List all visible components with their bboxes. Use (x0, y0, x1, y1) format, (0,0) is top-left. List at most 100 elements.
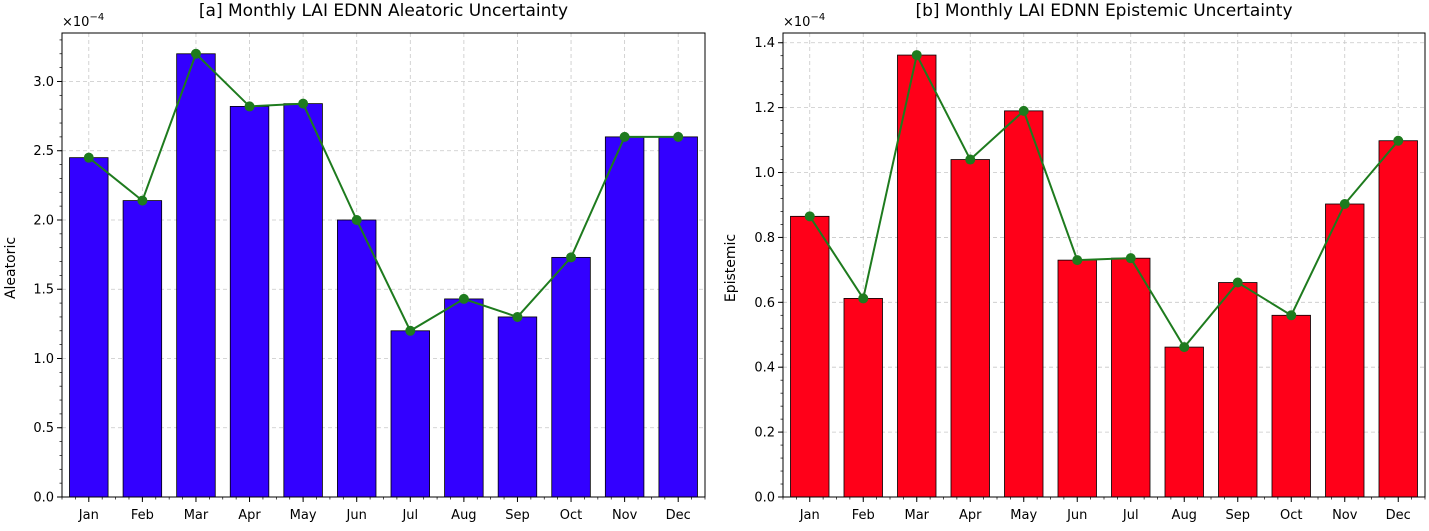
x-tick-label-sep: Sep (1225, 508, 1250, 523)
bar-may (283, 103, 323, 498)
trend-point-jan (83, 152, 94, 163)
y-tick-label: 0.4 (754, 361, 775, 376)
y-tick-label: 0.8 (754, 231, 775, 246)
bar-aug (444, 298, 484, 498)
y-tick-label: 1.5 (33, 283, 54, 298)
bar-apr (229, 106, 270, 498)
x-tick-label-jul: Jul (1122, 508, 1139, 523)
bar-dec (1378, 140, 1418, 498)
x-tick-label-may: May (1010, 508, 1037, 523)
x-tick-label-mar: Mar (184, 508, 209, 523)
x-tick-label-nov: Nov (612, 508, 638, 523)
y-tick-label: 0.0 (754, 491, 775, 506)
bar-jul (390, 330, 430, 498)
bar-sep (1218, 282, 1258, 498)
bar-jul (1111, 257, 1151, 498)
trend-point-mar (190, 48, 201, 59)
x-tick-label-dec: Dec (666, 508, 691, 523)
bars-epistemic (790, 54, 1418, 498)
bar-aug (1164, 346, 1204, 498)
bar-mar (176, 53, 216, 498)
panel-aleatoric: [a] Monthly LAI EDNN Aleatoric Uncertain… (3, 1, 706, 523)
bar-jun (1057, 259, 1097, 498)
trend-point-sep (512, 311, 523, 322)
y-axis-label-aleatoric: Aleatoric (3, 237, 19, 299)
y-tick-label: 2.0 (33, 213, 54, 228)
trend-point-apr (965, 154, 976, 165)
y-tick-label: 0.5 (33, 421, 54, 436)
x-tick-label-feb: Feb (131, 508, 154, 523)
trend-point-mar (911, 50, 922, 61)
x-tick-label-jul: Jul (401, 508, 418, 523)
scale-factor-epistemic: ×10−4 (783, 12, 825, 30)
x-tick-label-jun: Jun (346, 508, 367, 523)
chart-title-aleatoric: [a] Monthly LAI EDNN Aleatoric Uncertain… (199, 1, 568, 21)
x-tick-label-oct: Oct (560, 508, 582, 523)
x-tick-label-sep: Sep (505, 508, 530, 523)
trend-point-sep (1232, 277, 1243, 288)
y-tick-label: 1.4 (754, 36, 775, 51)
y-tick-label: 0.0 (33, 491, 54, 506)
bar-feb (843, 298, 883, 498)
trend-point-feb (858, 293, 869, 304)
trend-point-may (1018, 105, 1029, 116)
trend-point-dec (1393, 135, 1404, 146)
x-tick-label-dec: Dec (1386, 508, 1411, 523)
bar-nov (604, 136, 645, 498)
trend-point-may (298, 98, 309, 109)
trend-line-aleatoric (88, 51, 679, 333)
bar-apr (950, 159, 990, 498)
bar-jan (790, 215, 830, 498)
trend-point-aug (458, 293, 469, 304)
bar-feb (122, 200, 163, 498)
bar-jan (69, 157, 109, 498)
x-tick-label-apr: Apr (238, 508, 261, 523)
bar-dec (658, 136, 698, 498)
x-tick-label-mar: Mar (904, 508, 929, 523)
y-tick-label: 1.0 (33, 352, 54, 367)
trend-point-jul (405, 325, 416, 336)
bar-mar (897, 54, 937, 498)
bar-oct (1271, 314, 1311, 498)
trend-point-jul (1125, 253, 1136, 264)
y-tick-label: 2.5 (33, 144, 54, 159)
x-tick-label-jun: Jun (1066, 508, 1087, 523)
trend-point-jun (1072, 255, 1083, 266)
x-tick-label-jan: Jan (799, 508, 820, 523)
trend-point-apr (244, 101, 255, 112)
x-tick-label-aug: Aug (1172, 508, 1197, 523)
bar-oct (551, 256, 591, 498)
trend-point-oct (1286, 310, 1297, 321)
y-tick-label: 0.6 (754, 296, 775, 311)
y-tick-label: 3.0 (33, 75, 54, 90)
trend-point-aug (1179, 342, 1190, 353)
scale-factor-aleatoric: ×10−4 (62, 12, 104, 30)
bars-aleatoric (69, 53, 698, 498)
y-tick-label: 1.2 (754, 101, 775, 116)
bar-sep (497, 316, 538, 498)
y-axis-label-epistemic: Epistemic (723, 234, 739, 302)
x-tick-label-feb: Feb (852, 508, 875, 523)
trend-line-epistemic (808, 52, 1400, 349)
x-tick-label-oct: Oct (1280, 508, 1302, 523)
trend-point-dec (673, 131, 684, 142)
bar-nov (1325, 203, 1365, 498)
bar-may (1004, 110, 1044, 498)
x-tick-label-apr: Apr (959, 508, 982, 523)
trend-point-oct (566, 252, 577, 263)
x-tick-label-nov: Nov (1332, 508, 1358, 523)
chart-title-epistemic: [b] Monthly LAI EDNN Epistemic Uncertain… (915, 1, 1292, 21)
x-tick-label-jan: Jan (78, 508, 99, 523)
x-tick-label-may: May (290, 508, 317, 523)
y-tick-label: 0.2 (754, 426, 775, 441)
y-tick-label: 1.0 (754, 166, 775, 181)
trend-point-nov (619, 131, 630, 142)
trend-point-jun (351, 214, 362, 225)
x-tick-label-aug: Aug (451, 508, 476, 523)
bar-jun (337, 219, 377, 498)
trend-point-feb (137, 195, 148, 206)
panel-epistemic: [b] Monthly LAI EDNN Epistemic Uncertain… (723, 1, 1426, 523)
trend-point-jan (804, 211, 815, 222)
